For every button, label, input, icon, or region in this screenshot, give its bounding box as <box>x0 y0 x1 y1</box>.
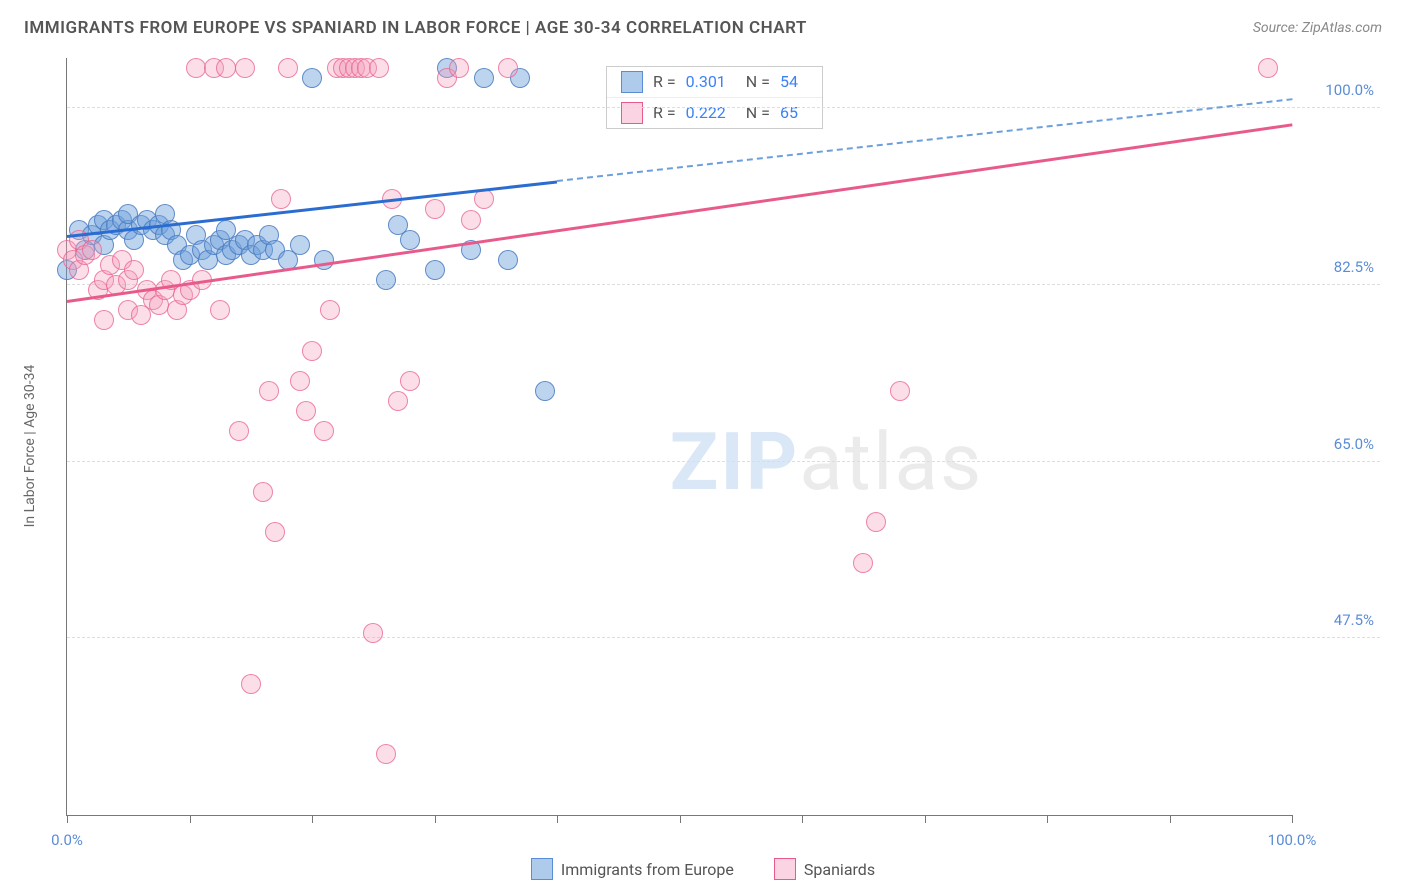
data-point <box>449 58 469 78</box>
legend-label: Spaniards <box>804 860 875 879</box>
data-point <box>376 744 396 764</box>
data-point <box>498 58 518 78</box>
data-point <box>320 300 340 320</box>
data-point <box>535 381 555 401</box>
gridline <box>67 284 1380 285</box>
legend-swatch <box>621 102 643 124</box>
legend-label: Immigrants from Europe <box>561 860 734 879</box>
data-point <box>1258 58 1278 78</box>
y-axis-label: In Labor Force | Age 30-34 <box>22 365 38 528</box>
gridline <box>67 461 1380 462</box>
stat-label: N = <box>746 103 770 122</box>
data-point <box>186 58 206 78</box>
data-point <box>229 421 249 441</box>
plot-region: ZIPatlas R =0.301N =54R =0.222N =65 47.5… <box>66 58 1292 816</box>
data-point <box>425 260 445 280</box>
data-point <box>388 391 408 411</box>
chart-area: In Labor Force | Age 30-34 ZIPatlas R =0… <box>48 58 1382 834</box>
data-point <box>890 381 910 401</box>
data-point <box>253 482 273 502</box>
data-point <box>290 371 310 391</box>
x-tick <box>680 815 681 823</box>
y-tick-label: 65.0% <box>1334 435 1374 453</box>
data-point <box>271 189 291 209</box>
data-point <box>235 58 255 78</box>
x-tick <box>925 815 926 823</box>
data-point <box>241 674 261 694</box>
data-point <box>259 381 279 401</box>
stat-value: 0.222 <box>686 103 726 122</box>
y-tick-label: 100.0% <box>1325 81 1374 99</box>
stat-label: R = <box>653 72 676 91</box>
y-tick-label: 47.5% <box>1334 611 1374 629</box>
stat-label: N = <box>746 72 770 91</box>
stats-row: R = 0.222 N = 65 <box>607 97 822 128</box>
x-tick <box>67 815 68 823</box>
x-tick <box>557 815 558 823</box>
legend-item: Spaniards <box>774 858 875 880</box>
data-point <box>290 235 310 255</box>
data-point <box>853 553 873 573</box>
stats-row: R = 0.301 N = 54 <box>607 67 822 97</box>
x-tick <box>1292 815 1293 823</box>
x-tick <box>312 815 313 823</box>
legend-swatch <box>621 71 643 93</box>
data-point <box>278 58 298 78</box>
stat-value: 0.301 <box>686 72 726 91</box>
legend-swatch <box>774 858 796 880</box>
watermark: ZIPatlas <box>670 415 983 509</box>
x-tick <box>1170 815 1171 823</box>
legend-item: Immigrants from Europe <box>531 858 734 880</box>
gridline <box>67 637 1380 638</box>
gridline <box>67 107 1380 108</box>
x-tick <box>1047 815 1048 823</box>
data-point <box>498 250 518 270</box>
data-point <box>400 230 420 250</box>
trend-line <box>67 124 1292 304</box>
stat-value: 65 <box>780 103 798 122</box>
y-tick-label: 82.5% <box>1334 258 1374 276</box>
stat-label: R = <box>653 103 676 122</box>
data-point <box>369 58 389 78</box>
data-point <box>302 341 322 361</box>
data-point <box>400 371 420 391</box>
data-point <box>425 199 445 219</box>
stat-value: 54 <box>780 72 798 91</box>
source-label: Source: ZipAtlas.com <box>1253 20 1382 36</box>
bottom-legend: Immigrants from Europe Spaniards <box>0 858 1406 880</box>
data-point <box>82 240 102 260</box>
x-tick-label: 0.0% <box>51 831 83 849</box>
data-point <box>866 512 886 532</box>
data-point <box>376 270 396 290</box>
data-point <box>124 260 144 280</box>
data-point <box>314 421 334 441</box>
x-tick-label: 100.0% <box>1268 831 1317 849</box>
chart-title: IMMIGRANTS FROM EUROPE VS SPANIARD IN LA… <box>24 18 807 38</box>
data-point <box>461 210 481 230</box>
x-tick <box>802 815 803 823</box>
data-point <box>216 58 236 78</box>
data-point <box>210 300 230 320</box>
x-tick <box>435 815 436 823</box>
data-point <box>94 310 114 330</box>
data-point <box>302 68 322 88</box>
data-point <box>363 623 383 643</box>
legend-swatch <box>531 858 553 880</box>
data-point <box>265 522 285 542</box>
stats-box: R = 0.301 N = 54 R = 0.222 N = 65 <box>606 66 823 129</box>
x-tick <box>190 815 191 823</box>
data-point <box>474 68 494 88</box>
data-point <box>296 401 316 421</box>
